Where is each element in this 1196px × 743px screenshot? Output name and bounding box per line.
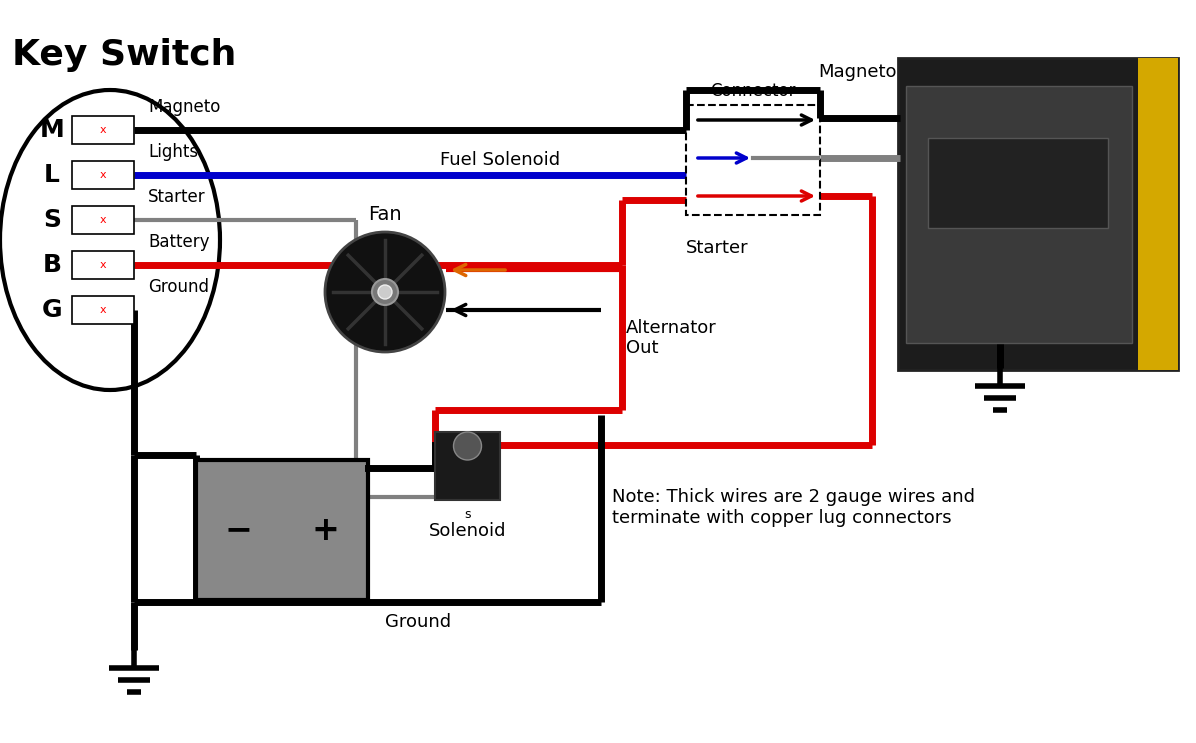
Text: L: L — [44, 163, 60, 187]
Text: x: x — [99, 125, 106, 135]
Text: x: x — [99, 170, 106, 180]
Text: Magneto: Magneto — [148, 98, 220, 116]
Bar — [72, 116, 134, 144]
Text: +: + — [311, 513, 338, 547]
Text: Fuel Solenoid: Fuel Solenoid — [440, 151, 560, 169]
Text: Starter: Starter — [687, 239, 749, 257]
Text: Solenoid: Solenoid — [428, 522, 506, 540]
Bar — [72, 296, 134, 324]
Text: Starter: Starter — [148, 188, 206, 206]
Text: G: G — [42, 298, 62, 322]
Bar — [928, 138, 1107, 228]
Bar — [1139, 58, 1178, 370]
Bar — [435, 432, 500, 500]
Text: B: B — [43, 253, 61, 277]
Text: M: M — [39, 118, 65, 142]
Bar — [72, 251, 134, 279]
Text: S: S — [43, 208, 61, 232]
Bar — [907, 86, 1131, 343]
Text: −: − — [225, 513, 254, 547]
Text: Lights: Lights — [148, 143, 199, 161]
Bar — [72, 161, 134, 189]
Text: x: x — [99, 215, 106, 225]
Text: Connector: Connector — [710, 82, 795, 100]
Text: Ground: Ground — [385, 613, 451, 631]
Text: x: x — [99, 305, 106, 315]
Text: Battery: Battery — [148, 233, 209, 251]
Text: Ground: Ground — [148, 278, 209, 296]
Text: Note: Thick wires are 2 gauge wires and
terminate with copper lug connectors: Note: Thick wires are 2 gauge wires and … — [612, 488, 975, 527]
Text: x: x — [99, 260, 106, 270]
Text: Alternator
Out: Alternator Out — [626, 319, 716, 357]
Bar — [196, 460, 368, 600]
Circle shape — [453, 432, 482, 460]
Circle shape — [372, 279, 398, 305]
Text: Key Switch: Key Switch — [12, 38, 237, 72]
Bar — [72, 206, 134, 234]
Circle shape — [325, 232, 445, 352]
Text: Magneto: Magneto — [818, 63, 897, 81]
Circle shape — [378, 285, 392, 299]
Bar — [687, 105, 820, 215]
Text: s: s — [464, 508, 471, 521]
Bar — [898, 58, 1178, 370]
Text: Fan: Fan — [368, 206, 402, 224]
